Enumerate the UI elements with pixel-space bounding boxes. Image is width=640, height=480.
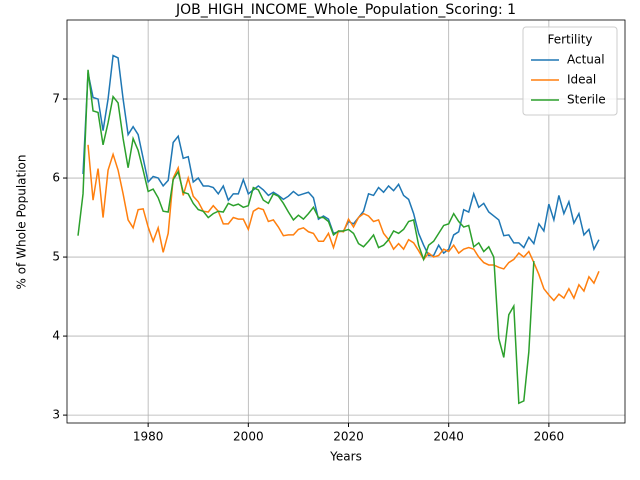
x-tick-label: 2000 — [233, 430, 264, 444]
x-tick-label: 2060 — [534, 430, 565, 444]
x-tick-label: 1980 — [133, 430, 164, 444]
y-tick-label: 4 — [52, 329, 60, 343]
x-tick-label: 2020 — [333, 430, 364, 444]
legend-box — [522, 26, 618, 116]
legend-label: Ideal — [567, 73, 596, 87]
y-tick-label: 7 — [52, 92, 60, 106]
x-axis-label: Years — [329, 450, 362, 464]
plot-frame — [66, 19, 626, 424]
y-tick-label: 3 — [52, 408, 60, 422]
y-tick-label: 5 — [52, 250, 60, 264]
legend-label: Actual — [567, 53, 605, 67]
legend-title: Fertility — [547, 33, 592, 47]
chart-title: JOB_HIGH_INCOME_Whole_Population_Scoring… — [175, 2, 516, 18]
y-tick-label: 6 — [52, 171, 60, 185]
line-series — [77, 69, 535, 405]
legend-label: Sterile — [567, 93, 606, 107]
line-series — [87, 144, 600, 302]
y-axis-label: % of Whole Population — [15, 155, 29, 290]
x-tick-label: 2040 — [433, 430, 464, 444]
